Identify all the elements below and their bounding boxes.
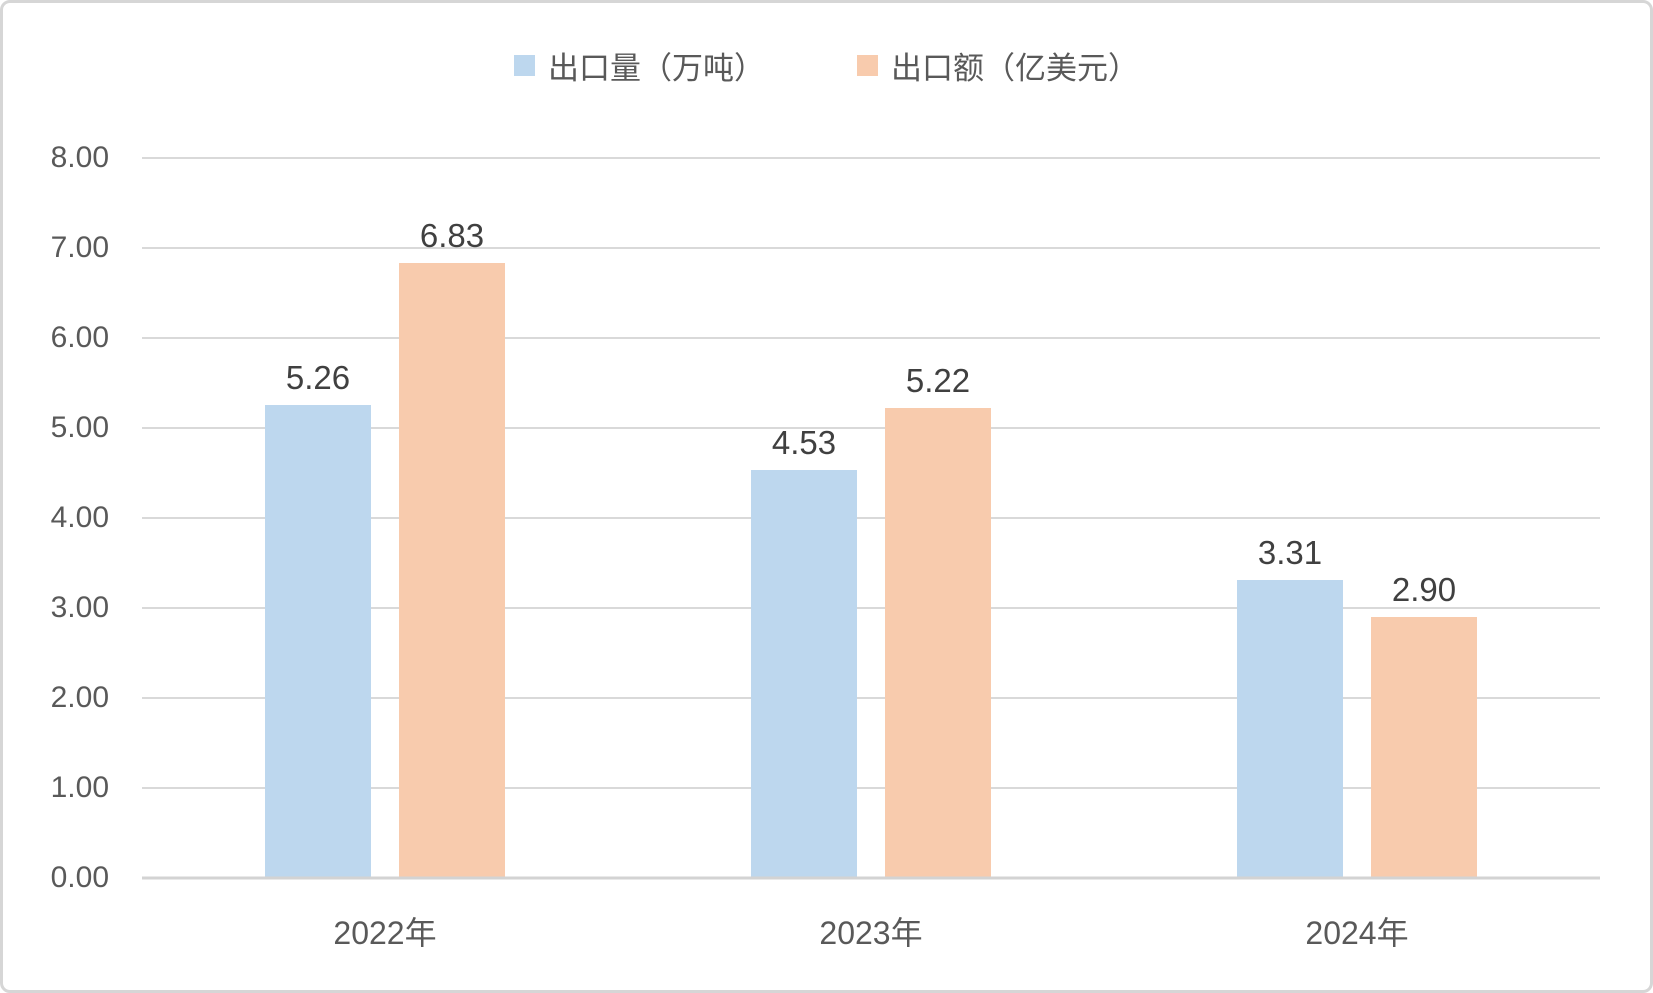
bar-rect: [751, 470, 857, 878]
y-axis-tick-label: 1.00: [50, 771, 109, 804]
bar-series-1-2022年: 6.83: [399, 219, 505, 878]
bar-groups: 5.26 6.83 4.53 5.22 3.31 2.90: [142, 158, 1600, 878]
data-label: 4.53: [771, 424, 837, 462]
y-axis: 0.00 1.00 2.00 3.00 4.00 5.00 6.00 7.00 8.00: [3, 143, 109, 893]
gridline: [142, 517, 1600, 519]
legend-item-series-1: 出口额（亿美元）: [857, 43, 1139, 88]
y-axis-tick-label: 4.00: [50, 501, 109, 534]
y-axis-tick-label: 2.00: [50, 681, 109, 714]
data-label: 3.31: [1257, 534, 1323, 572]
y-axis-tick-label: 8.00: [50, 141, 109, 174]
data-label: 6.83: [419, 217, 485, 255]
gridline: [142, 787, 1600, 789]
data-label: 5.22: [905, 362, 971, 400]
gridline: [142, 337, 1600, 339]
bar-series-0-2023年: 4.53: [751, 426, 857, 878]
bar-rect: [399, 263, 505, 878]
x-axis-tick-label: 2023年: [819, 915, 923, 951]
bar-rect: [1371, 617, 1477, 878]
bar-series-0-2022年: 5.26: [265, 361, 371, 878]
bar-series-1-2024年: 2.90: [1371, 573, 1477, 878]
gridline: [142, 157, 1600, 159]
data-label: 2.90: [1391, 571, 1457, 608]
bar-series-1-2023年: 5.22: [885, 364, 991, 878]
bar-rect: [885, 408, 991, 878]
y-axis-tick-label: 6.00: [50, 321, 109, 354]
legend-swatch-icon: [514, 55, 535, 76]
legend-item-series-0: 出口量（万吨）: [514, 43, 765, 88]
bar-group-2024年: 3.31 2.90: [1114, 158, 1600, 878]
x-axis: 2022年 2023年 2024年: [142, 908, 1600, 954]
y-axis-tick-label: 0.00: [50, 861, 109, 894]
legend-label: 出口额（亿美元）: [891, 51, 1139, 86]
bar-group-2023年: 4.53 5.22: [628, 158, 1114, 878]
gridline: [142, 607, 1600, 609]
gridline: [142, 427, 1600, 429]
bar-rect: [1237, 580, 1343, 878]
x-axis-tick-label: 2024年: [1305, 915, 1409, 951]
gridline: [142, 697, 1600, 699]
legend-swatch-icon: [857, 55, 878, 76]
legend-label: 出口量（万吨）: [548, 51, 765, 86]
plot-area: 5.26 6.83 4.53 5.22 3.31 2.90: [142, 157, 1600, 880]
x-axis-tick-label: 2022年: [333, 915, 437, 951]
bar-group-2022年: 5.26 6.83: [142, 158, 628, 878]
bar-series-0-2024年: 3.31: [1237, 536, 1343, 878]
legend: 出口量（万吨） 出口额（亿美元）: [3, 43, 1650, 88]
gridline: [142, 247, 1600, 249]
y-axis-tick-label: 5.00: [50, 411, 109, 444]
y-axis-tick-label: 7.00: [50, 231, 109, 264]
bar-rect: [265, 404, 371, 878]
data-label: 5.26: [285, 358, 351, 396]
y-axis-tick-label: 3.00: [50, 591, 109, 624]
x-axis-line: [142, 876, 1600, 880]
